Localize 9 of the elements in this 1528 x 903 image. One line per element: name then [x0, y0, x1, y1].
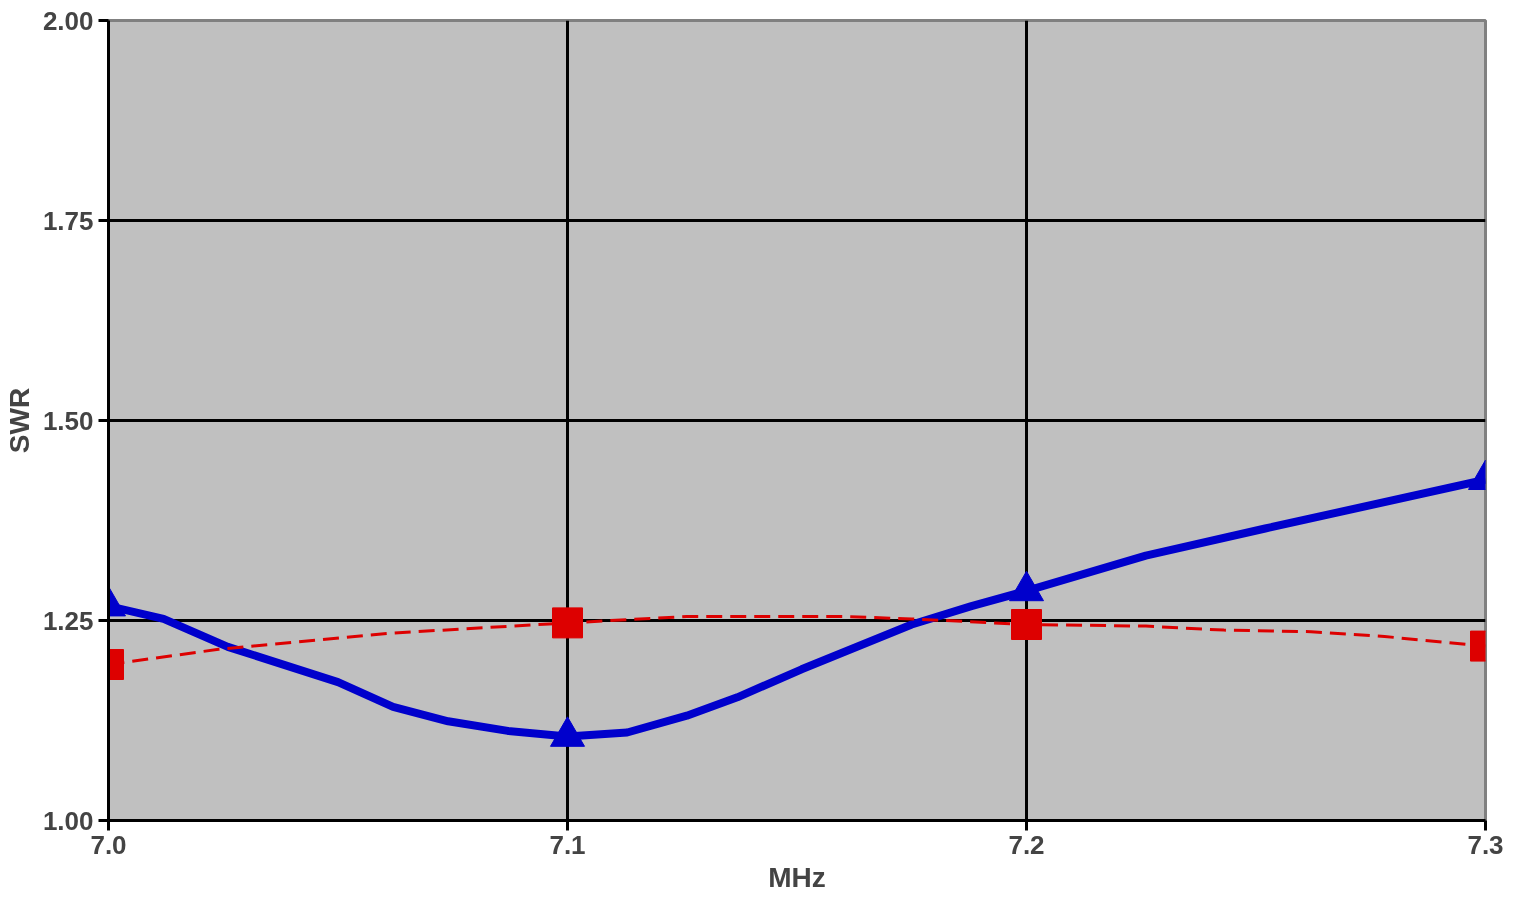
- y-tick-label: 1.25: [42, 605, 94, 636]
- y-tick-label: 2.00: [42, 5, 94, 36]
- x-tick-label: 7.1: [549, 829, 586, 860]
- x-tick-label: 7.2: [1008, 829, 1045, 860]
- y-tick-label: 1.50: [42, 405, 94, 436]
- x-axis-title: MHz: [768, 861, 826, 893]
- y-tick-label: 1.75: [42, 205, 94, 236]
- y-axis-title: SWR: [3, 387, 35, 454]
- x-tick-label: 7.3: [1467, 829, 1504, 860]
